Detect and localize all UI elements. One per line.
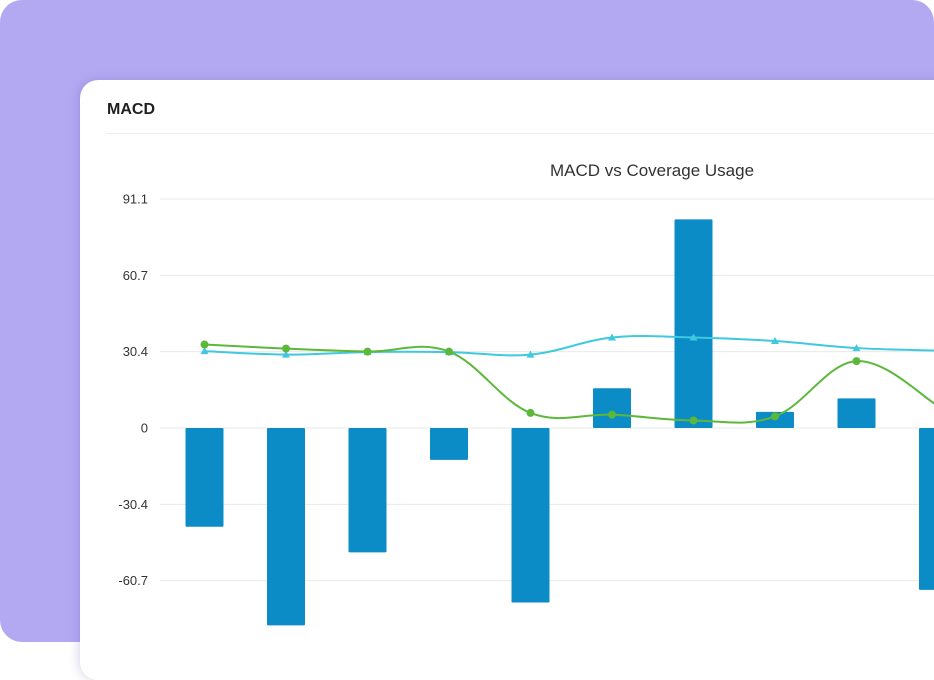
bar (512, 428, 550, 602)
y-tick-label: -60.7 (118, 573, 148, 588)
macd-point (608, 411, 616, 419)
macd-point (445, 348, 453, 356)
y-tick-label: 91.1 (123, 192, 148, 207)
macd-line (205, 345, 934, 423)
y-tick-label: 30.4 (123, 344, 148, 359)
macd-point (690, 416, 698, 424)
y-tick-label: 60.7 (123, 268, 148, 283)
macd-point (364, 348, 372, 356)
bar-series (186, 219, 934, 625)
macd-chart: 91.1 60.7 30.4 0 -30.4 -60.7 MACD vs Coverage… (80, 80, 934, 680)
line-series (201, 334, 934, 425)
macd-point (282, 345, 290, 353)
bar (675, 219, 713, 428)
macd-point (771, 412, 779, 420)
macd-point (201, 341, 209, 349)
macd-point (853, 357, 861, 365)
bar (349, 428, 387, 552)
chart-title: MACD vs Coverage Usage (550, 161, 754, 180)
y-tick-label: -30.4 (118, 497, 148, 512)
y-tick-label: 0 (141, 421, 148, 436)
macd-point (527, 409, 535, 417)
signal-line (205, 336, 934, 355)
bar (186, 428, 224, 527)
bar (430, 428, 468, 460)
bar (593, 388, 631, 428)
y-axis-labels: 91.1 60.7 30.4 0 -30.4 -60.7 (118, 192, 148, 589)
bar (838, 398, 876, 428)
bar (919, 428, 934, 590)
bar (267, 428, 305, 625)
